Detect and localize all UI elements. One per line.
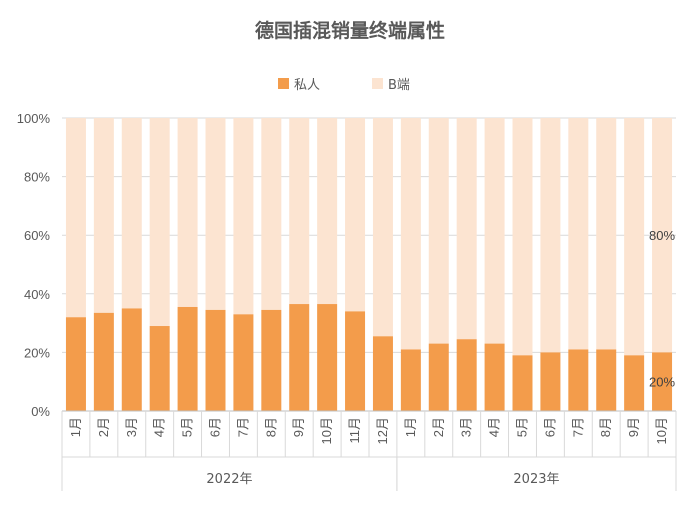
bar-private — [93, 312, 114, 411]
x-tick-label: 2月 — [96, 417, 111, 437]
bar-b2b — [400, 118, 421, 350]
legend-swatch-private — [278, 78, 289, 89]
bar-b2b — [456, 118, 477, 340]
x-tick-label: 10月 — [319, 417, 334, 444]
x-tick-label: 9月 — [291, 417, 306, 437]
bar-private — [261, 309, 282, 411]
bar-b2b — [512, 118, 533, 356]
bar-private — [345, 311, 366, 411]
bar-b2b — [484, 118, 505, 344]
bar-private — [540, 352, 561, 411]
bar-private — [121, 308, 142, 411]
bar-b2b — [372, 118, 393, 337]
x-tick-label: 11月 — [347, 417, 362, 444]
bar-b2b — [121, 118, 142, 309]
data-labels: 80% 20% — [649, 228, 675, 390]
bar-private — [428, 343, 449, 411]
x-tick-label: 7月 — [570, 417, 585, 437]
bar-b2b — [596, 118, 617, 350]
bar-b2b — [317, 118, 338, 305]
y-tick-label: 0% — [31, 404, 50, 419]
bar-b2b — [289, 118, 310, 305]
bar-b2b — [93, 118, 114, 313]
bar-b2b — [624, 118, 645, 356]
bar-private — [512, 355, 533, 411]
bar-b2b — [652, 118, 673, 353]
bar-b2b — [233, 118, 254, 315]
bar-private — [177, 306, 198, 411]
data-label: 20% — [649, 375, 675, 390]
x-tick-label: 8月 — [598, 417, 613, 437]
bar-b2b — [149, 118, 170, 327]
bar-b2b — [261, 118, 282, 310]
x-tick-label: 3月 — [124, 417, 139, 437]
x-tick-label: 4月 — [152, 417, 167, 437]
y-tick-label: 60% — [24, 228, 50, 243]
x-tick-label: 9月 — [626, 417, 641, 437]
x-group-label: 2022年 — [206, 472, 252, 487]
bar-private — [568, 349, 589, 411]
bar-b2b — [345, 118, 366, 312]
x-tick-label: 6月 — [208, 417, 223, 437]
x-tick-label: 5月 — [515, 417, 530, 437]
y-tick-label: 20% — [24, 345, 50, 360]
y-tick-label: 80% — [24, 170, 50, 185]
bar-private — [624, 355, 645, 411]
bar-b2b — [177, 118, 198, 307]
x-tick-label: 8月 — [263, 417, 278, 437]
bar-b2b — [568, 118, 589, 350]
bar-private — [317, 304, 338, 411]
legend-label-b2b: B端 — [388, 78, 410, 93]
bar-b2b — [65, 118, 86, 318]
y-axis: 0% 20% 40% 60% 80% 100% — [17, 111, 51, 419]
bar-b2b — [540, 118, 561, 353]
x-tick-label: 5月 — [180, 417, 195, 437]
x-tick-label: 10月 — [654, 417, 669, 444]
bar-private — [289, 304, 310, 411]
legend-label-private: 私人 — [294, 78, 320, 93]
bar-private — [596, 349, 617, 411]
x-tick-label: 3月 — [459, 417, 474, 437]
bar-private — [652, 352, 673, 411]
data-label: 80% — [649, 228, 675, 243]
x-tick-label: 6月 — [542, 417, 557, 437]
bar-private — [233, 314, 254, 411]
legend-swatch-b2b — [372, 78, 383, 89]
bar-private — [456, 339, 477, 411]
chart-title: 德国插混销量终端属性 — [255, 19, 445, 42]
y-tick-label: 100% — [17, 111, 51, 126]
bars — [65, 118, 673, 411]
y-tick-label: 40% — [24, 287, 50, 302]
x-axis: 1月 2月 3月 4月 5月 6月 7月 8月 9月 10月 11月 12月 1月 2月 3月 4月 5月 6月 7… — [61, 410, 677, 491]
bar-private — [372, 336, 393, 411]
x-tick-label: 7月 — [235, 417, 250, 437]
x-tick-label: 4月 — [487, 417, 502, 437]
x-tick-label: 1月 — [68, 417, 83, 437]
x-tick-label: 1月 — [403, 417, 418, 437]
bar-private — [205, 309, 226, 411]
bar-b2b — [205, 118, 226, 310]
bar-private — [149, 326, 170, 411]
x-group-label: 2023年 — [513, 472, 559, 487]
bar-private — [400, 349, 421, 411]
bar-private — [484, 343, 505, 411]
legend: 私人 B端 — [278, 78, 410, 93]
x-tick-label: 12月 — [375, 417, 390, 444]
bar-private — [65, 317, 86, 411]
x-tick-label: 2月 — [431, 417, 446, 437]
bar-b2b — [428, 118, 449, 344]
